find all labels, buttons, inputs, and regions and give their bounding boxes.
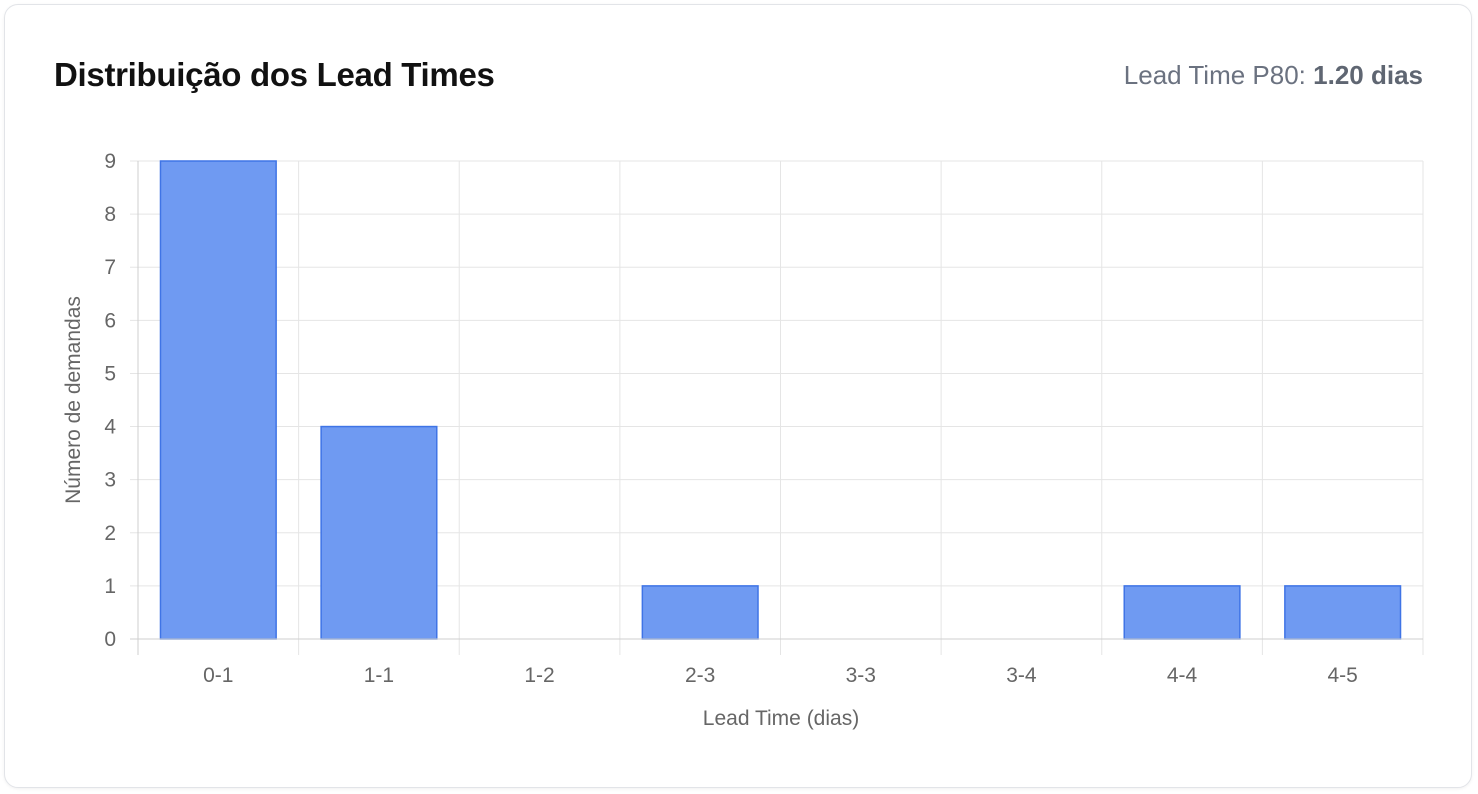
bar-2-3 <box>641 585 759 640</box>
y-tick-label: 3 <box>104 469 116 492</box>
y-tick-label: 8 <box>104 203 116 226</box>
bar-0-1 <box>159 160 277 640</box>
x-tick-label: 3-3 <box>846 664 876 687</box>
metric-label: Lead Time P80: <box>1123 60 1306 90</box>
chart-title: Distribuição dos Lead Times <box>54 56 495 93</box>
y-tick-label: 1 <box>104 575 116 598</box>
axis-layer <box>130 161 1423 655</box>
metric-value: 1.20 dias <box>1313 60 1423 90</box>
x-tick-label: 2-3 <box>685 664 715 687</box>
y-tick-label: 6 <box>104 309 116 332</box>
x-tick-label: 4-4 <box>1167 664 1198 687</box>
x-tick-label: 0-1 <box>203 664 233 687</box>
x-tick-label: 3-4 <box>1006 664 1037 687</box>
y-axis-title: Número de demandas <box>62 296 85 504</box>
x-tick-label: 1-1 <box>364 664 394 687</box>
label-layer: 0 1 2 3 4 5 6 7 8 9 0-1 1-1 1-2 2-3 3-3 3-4 4-4 4-5 <box>104 150 1358 687</box>
y-tick-label: 9 <box>104 150 116 173</box>
x-axis-title: Lead Time (dias) <box>703 707 859 730</box>
y-tick-label: 5 <box>104 362 116 385</box>
lead-time-p80-metric: Lead Time P80: 1.20 dias <box>1124 58 1423 92</box>
bar-1-1 <box>320 425 438 640</box>
y-tick-label: 2 <box>104 522 116 545</box>
y-tick-label: 0 <box>104 628 116 651</box>
y-tick-label: 4 <box>104 416 116 439</box>
bar-4-5 <box>1284 585 1402 640</box>
bar-4-4 <box>1123 585 1241 640</box>
x-tick-label: 4-5 <box>1328 664 1358 687</box>
x-tick-label: 1-2 <box>524 664 554 687</box>
y-tick-label: 7 <box>104 256 116 279</box>
